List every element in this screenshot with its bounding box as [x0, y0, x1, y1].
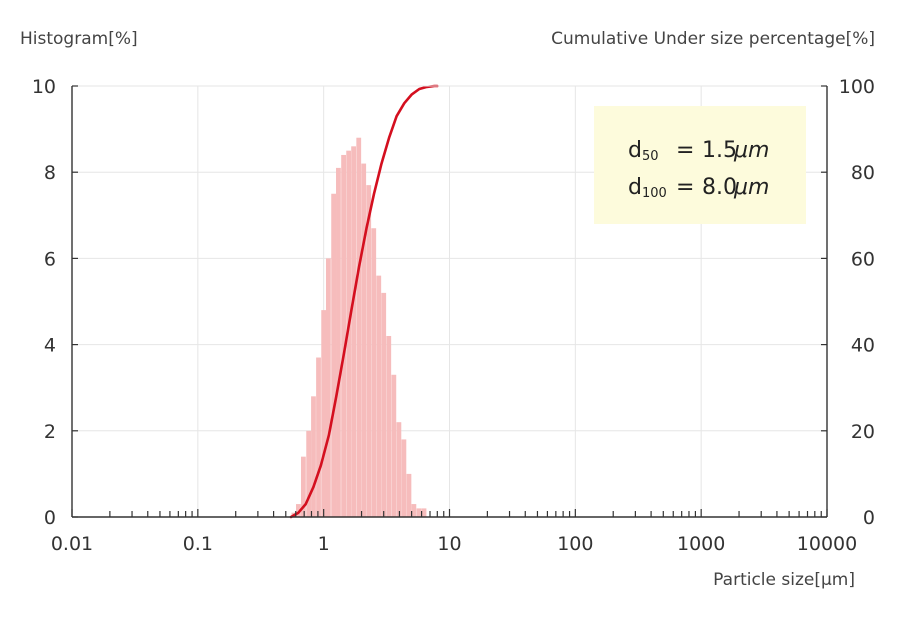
annotation-box: d50 = 1.5μm d100 = 8.0μm — [594, 106, 806, 224]
y-right-tick-label: 0 — [863, 507, 875, 529]
d50-equals: = — [676, 138, 694, 163]
histogram-bar — [321, 310, 327, 517]
histogram-bar — [396, 422, 402, 517]
histogram-bar — [311, 396, 316, 517]
y-right-axis-title: Cumulative Under size percentage[%] — [551, 29, 875, 49]
y-left-tick-label: 0 — [44, 507, 56, 529]
y-left-tick-label: 4 — [44, 335, 56, 357]
histogram-bar — [325, 258, 331, 517]
histogram-bar — [371, 228, 377, 518]
histogram-bar — [406, 473, 412, 517]
histogram-bar — [386, 335, 392, 517]
x-tick-label: 100 — [557, 533, 593, 555]
d100-value: 8.0 — [702, 175, 737, 200]
histogram-bar — [361, 163, 367, 517]
y-right-tick-label: 100 — [839, 76, 875, 98]
d100-label: d — [628, 175, 642, 200]
x-axis-title: Particle size[µm] — [713, 570, 855, 590]
d100-equals: = — [676, 175, 694, 200]
annotation-line-d100: d100 = 8.0μm — [628, 175, 769, 201]
histogram-bar — [316, 357, 321, 517]
d100-subscript: 100 — [642, 186, 667, 201]
histogram-bar — [421, 508, 427, 517]
histogram-bar — [296, 504, 301, 517]
histogram-bar — [351, 146, 357, 517]
x-tick-label: 0.1 — [183, 533, 213, 555]
y-left-tick-label: 8 — [44, 162, 56, 184]
annotation-background — [594, 106, 806, 224]
histogram-bar — [356, 137, 362, 517]
histogram-bar — [306, 430, 312, 517]
histogram-bar — [366, 185, 372, 517]
d50-unit: μm — [733, 138, 769, 163]
cumulative-curve-layer — [289, 84, 439, 519]
y-right-tick-label: 60 — [851, 248, 875, 270]
histogram-bars — [291, 137, 427, 518]
y-left-tick-label: 2 — [44, 421, 56, 443]
d100-unit: μm — [733, 175, 769, 200]
x-tick-label: 10000 — [797, 533, 857, 555]
x-tick-label: 1000 — [677, 533, 725, 555]
histogram-bar — [401, 439, 407, 517]
histogram-bar — [300, 456, 306, 517]
histogram-bar — [381, 292, 387, 517]
x-tick-label: 0.01 — [51, 533, 93, 555]
y-left-axis-title: Histogram[%] — [20, 29, 138, 49]
axes — [71, 85, 828, 518]
histogram-bar — [416, 508, 422, 517]
histogram-bar — [341, 154, 346, 517]
y-left-tick-label: 10 — [32, 76, 56, 98]
tick-labels: 0.01 0.1 1 10 100 1000 10000024681002040608010… — [32, 76, 875, 555]
d50-subscript: 50 — [642, 149, 659, 164]
histogram-bar — [346, 150, 352, 517]
y-right-tick-label: 40 — [851, 335, 875, 357]
d50-value: 1.5 — [702, 138, 737, 163]
histogram-bar — [391, 374, 397, 517]
cumulative-curve — [289, 84, 439, 519]
histogram-bar — [411, 504, 417, 517]
histogram-bar — [331, 193, 337, 517]
y-left-tick-label: 6 — [44, 248, 56, 270]
y-right-tick-label: 80 — [851, 162, 875, 184]
d50-label: d — [628, 138, 642, 163]
x-tick-label: 10 — [437, 533, 461, 555]
y-right-tick-label: 20 — [851, 421, 875, 443]
histogram-bar — [376, 275, 382, 517]
histogram-bar — [336, 167, 341, 517]
x-tick-label: 1 — [318, 533, 330, 555]
annotation-line-d50: d50 = 1.5μm — [628, 138, 769, 164]
